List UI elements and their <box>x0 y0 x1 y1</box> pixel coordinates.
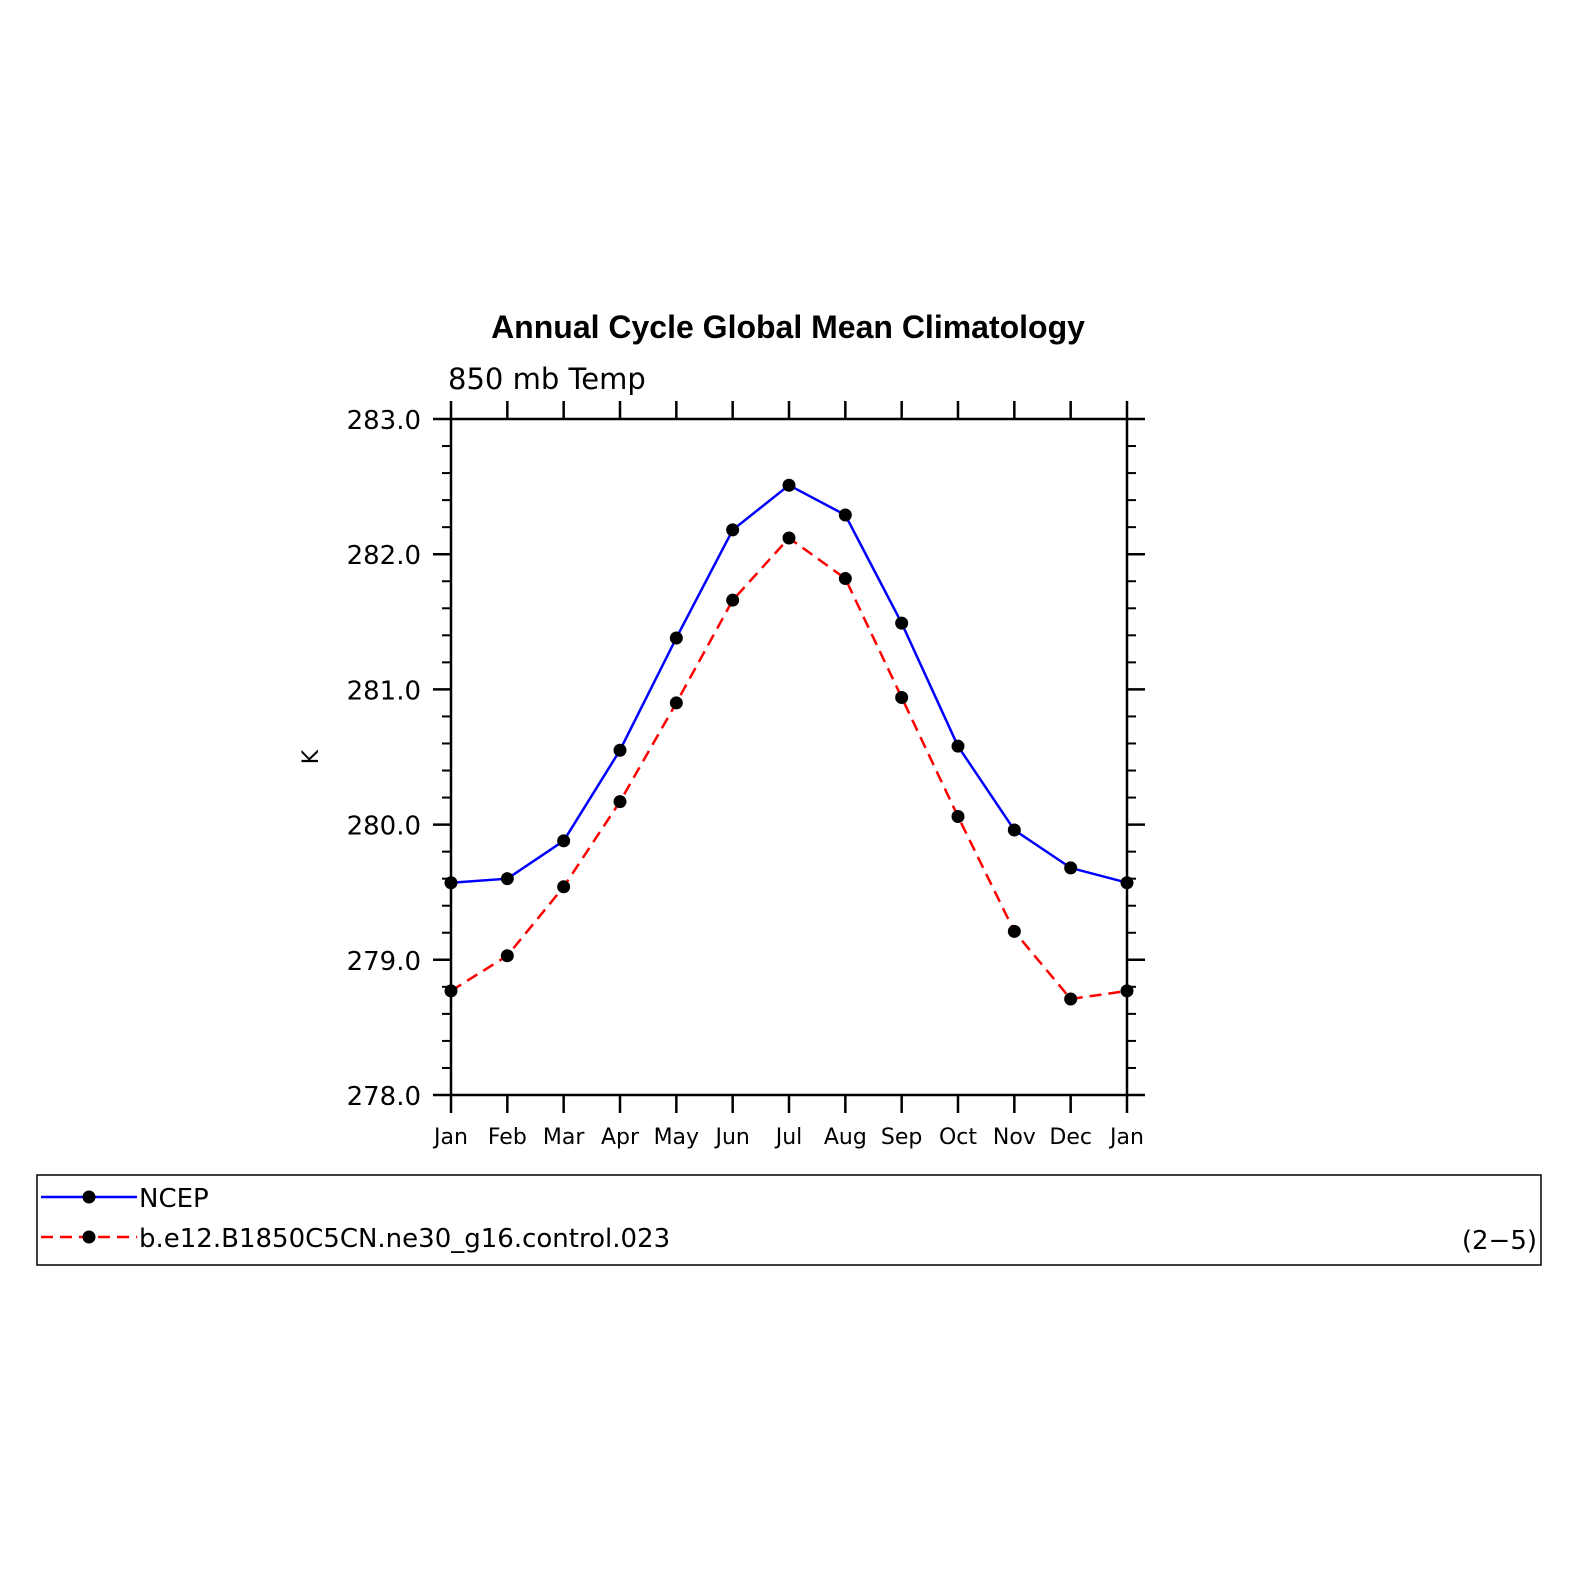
x-tick-label: Sep <box>881 1125 922 1150</box>
y-tick-label: 279.0 <box>347 947 421 977</box>
x-tick-label: Jan <box>432 1125 468 1150</box>
y-tick-label: 282.0 <box>347 541 421 571</box>
plot-frame <box>449 417 1129 1097</box>
x-tick-label: Mar <box>543 1125 585 1150</box>
x-tick-label: May <box>654 1125 699 1150</box>
series-2-point <box>951 809 965 823</box>
x-tick-label: Jul <box>774 1125 803 1150</box>
series-2-point <box>782 531 796 545</box>
legend-label-1: NCEP <box>139 1184 209 1214</box>
legend-note: (2−5) <box>1462 1226 1537 1256</box>
legend: NCEP b.e12.B1850C5CN.ne30_g16.control.023… <box>36 1174 1542 1266</box>
series-line-2 <box>450 536 1128 1001</box>
legend-marker-1 <box>82 1190 96 1204</box>
x-tick-label: Jan <box>1108 1125 1144 1150</box>
series-2-point <box>1007 924 1021 938</box>
series-1-point <box>1064 861 1078 875</box>
y-tick-label: 278.0 <box>347 1082 421 1112</box>
series-1-point <box>895 616 909 630</box>
series-2-point <box>726 593 740 607</box>
legend-box <box>36 1174 1542 1266</box>
chart-title: Annual Cycle Global Mean Climatology <box>491 309 1085 345</box>
series-1-point <box>557 834 571 848</box>
x-tick-label: Nov <box>993 1125 1036 1150</box>
series-1-point <box>669 631 683 645</box>
series-2-point <box>669 696 683 710</box>
legend-label-2: b.e12.B1850C5CN.ne30_g16.control.023 <box>139 1224 670 1254</box>
series-1-point <box>726 523 740 537</box>
series-line-1 <box>450 483 1128 884</box>
y-tick-label: 281.0 <box>347 676 421 706</box>
series-1-point <box>782 478 796 492</box>
x-tick-label: Dec <box>1049 1125 1092 1150</box>
x-tick-label: Aug <box>824 1125 867 1150</box>
x-tick-label: Jun <box>713 1125 749 1150</box>
y-tick-label: 283.0 <box>347 406 421 436</box>
series-2-point <box>895 691 909 705</box>
series-2-point <box>838 572 852 586</box>
axes-ticks <box>433 401 1145 1113</box>
series-2-point <box>613 795 627 809</box>
y-tick-labels: 278.0 279.0 280.0 281.0 282.0 283.0 <box>347 406 421 1112</box>
chart-subtitle: 850 mb Temp <box>448 362 646 396</box>
series-2-point <box>557 880 571 894</box>
x-tick-label: Oct <box>939 1125 977 1150</box>
y-tick-label: 280.0 <box>347 812 421 842</box>
y-axis-label: K <box>299 749 324 764</box>
legend-marker-2 <box>82 1230 96 1244</box>
x-tick-label: Apr <box>601 1125 640 1150</box>
x-tick-label: Feb <box>488 1125 527 1150</box>
series-2-point <box>1064 992 1078 1006</box>
x-tick-labels: Jan Feb Mar Apr May Jun Jul Aug Sep Oct Nov Dec Jan <box>432 1125 1144 1150</box>
series-1-point <box>951 739 965 753</box>
series-1-point <box>838 508 852 522</box>
series-1-point <box>613 743 627 757</box>
plot-series <box>444 478 1134 1006</box>
series-1-point <box>500 872 514 886</box>
series-2-point <box>500 949 514 963</box>
series-1-point <box>1007 823 1021 837</box>
